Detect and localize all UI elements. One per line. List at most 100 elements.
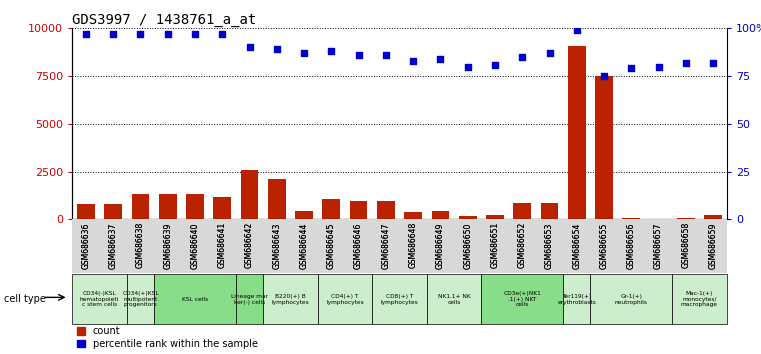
Text: GSM686653: GSM686653: [545, 222, 554, 269]
Text: GSM686652: GSM686652: [517, 222, 527, 268]
Point: [135, 31, 147, 37]
Bar: [132, 194, 149, 219]
Text: GSM686648: GSM686648: [409, 222, 418, 268]
Bar: [209, 219, 236, 273]
Bar: [268, 179, 285, 219]
Text: GSM686636: GSM686636: [81, 222, 91, 269]
Bar: [263, 274, 318, 324]
Bar: [236, 274, 263, 324]
Text: GSM686647: GSM686647: [381, 222, 390, 269]
Point: [325, 48, 337, 54]
Bar: [323, 199, 340, 219]
Text: GSM686637: GSM686637: [109, 222, 118, 269]
Text: CD3e(+)NK1
.1(+) NKT
cells: CD3e(+)NK1 .1(+) NKT cells: [503, 291, 541, 307]
Text: Ter119(+)
erythroblasts: Ter119(+) erythroblasts: [557, 294, 596, 304]
Text: Gr-1(+)
neutrophils: Gr-1(+) neutrophils: [615, 294, 648, 304]
Text: Mac-1(+)
monocytes/
macrophage: Mac-1(+) monocytes/ macrophage: [681, 291, 718, 307]
Bar: [127, 219, 154, 273]
Bar: [568, 46, 586, 219]
Bar: [486, 215, 504, 219]
Text: GSM686644: GSM686644: [300, 222, 308, 269]
Point: [298, 50, 310, 56]
Point: [707, 60, 719, 65]
Text: GSM686654: GSM686654: [572, 222, 581, 269]
Bar: [377, 201, 395, 219]
Text: B220(+) B
lymphocytes: B220(+) B lymphocytes: [272, 294, 309, 304]
Bar: [372, 274, 427, 324]
Bar: [618, 219, 645, 273]
Text: CD34(-)KSL
hematopoieti
c stem cells: CD34(-)KSL hematopoieti c stem cells: [80, 291, 119, 307]
Text: GSM686647: GSM686647: [381, 222, 390, 269]
Bar: [159, 194, 177, 219]
Bar: [318, 219, 345, 273]
Bar: [540, 203, 559, 219]
Text: GSM686642: GSM686642: [245, 222, 254, 268]
Bar: [291, 219, 318, 273]
Text: GSM686655: GSM686655: [600, 222, 609, 269]
Point: [516, 54, 528, 60]
Bar: [181, 219, 209, 273]
Bar: [536, 219, 563, 273]
Bar: [100, 219, 127, 273]
Text: GSM686657: GSM686657: [654, 222, 663, 269]
Text: GSM686641: GSM686641: [218, 222, 227, 268]
Bar: [595, 76, 613, 219]
Point: [652, 64, 664, 69]
Point: [161, 31, 174, 37]
Bar: [236, 219, 263, 273]
Bar: [213, 198, 231, 219]
Bar: [563, 219, 591, 273]
Text: GSM686650: GSM686650: [463, 222, 472, 269]
Point: [107, 31, 119, 37]
Bar: [104, 204, 122, 219]
Bar: [240, 170, 259, 219]
Text: GSM686652: GSM686652: [517, 222, 527, 268]
Point: [189, 31, 201, 37]
Text: GSM686642: GSM686642: [245, 222, 254, 268]
Legend: count, percentile rank within the sample: count, percentile rank within the sample: [77, 326, 258, 349]
Bar: [672, 274, 727, 324]
Bar: [481, 274, 563, 324]
Text: GSM686646: GSM686646: [354, 222, 363, 269]
Bar: [622, 218, 640, 219]
Text: GSM686639: GSM686639: [164, 222, 172, 269]
Bar: [699, 219, 727, 273]
Bar: [677, 218, 695, 219]
Bar: [563, 274, 591, 324]
Text: GSM686659: GSM686659: [708, 222, 718, 269]
Text: GSM686659: GSM686659: [708, 222, 718, 269]
Text: GSM686650: GSM686650: [463, 222, 472, 269]
Bar: [481, 219, 508, 273]
Bar: [127, 274, 154, 324]
Text: CD34(+)KSL
multipotent
progenitors: CD34(+)KSL multipotent progenitors: [123, 291, 159, 307]
Text: KSL cells: KSL cells: [182, 297, 208, 302]
Text: GSM686645: GSM686645: [327, 222, 336, 269]
Text: GSM686648: GSM686648: [409, 222, 418, 268]
Text: GSM686644: GSM686644: [300, 222, 308, 269]
Bar: [404, 212, 422, 219]
Text: Lineage mar
ker(-) cells: Lineage mar ker(-) cells: [231, 294, 268, 304]
Point: [80, 31, 92, 37]
Bar: [454, 219, 482, 273]
Bar: [318, 274, 372, 324]
Text: GSM686638: GSM686638: [136, 222, 145, 268]
Text: GSM686638: GSM686638: [136, 222, 145, 268]
Bar: [514, 203, 531, 219]
Text: GDS3997 / 1438761_a_at: GDS3997 / 1438761_a_at: [72, 13, 256, 27]
Bar: [154, 219, 181, 273]
Text: GSM686657: GSM686657: [654, 222, 663, 269]
Text: GSM686656: GSM686656: [627, 222, 635, 269]
Text: GSM686640: GSM686640: [190, 222, 199, 269]
Text: GSM686653: GSM686653: [545, 222, 554, 269]
Text: CD4(+) T
lymphocytes: CD4(+) T lymphocytes: [326, 294, 364, 304]
Point: [543, 50, 556, 56]
Bar: [459, 216, 476, 219]
Bar: [345, 219, 372, 273]
Bar: [72, 219, 100, 273]
Point: [462, 64, 474, 69]
Bar: [427, 219, 454, 273]
Point: [407, 58, 419, 64]
Text: GSM686641: GSM686641: [218, 222, 227, 268]
Text: GSM686643: GSM686643: [272, 222, 282, 269]
Bar: [77, 204, 95, 219]
